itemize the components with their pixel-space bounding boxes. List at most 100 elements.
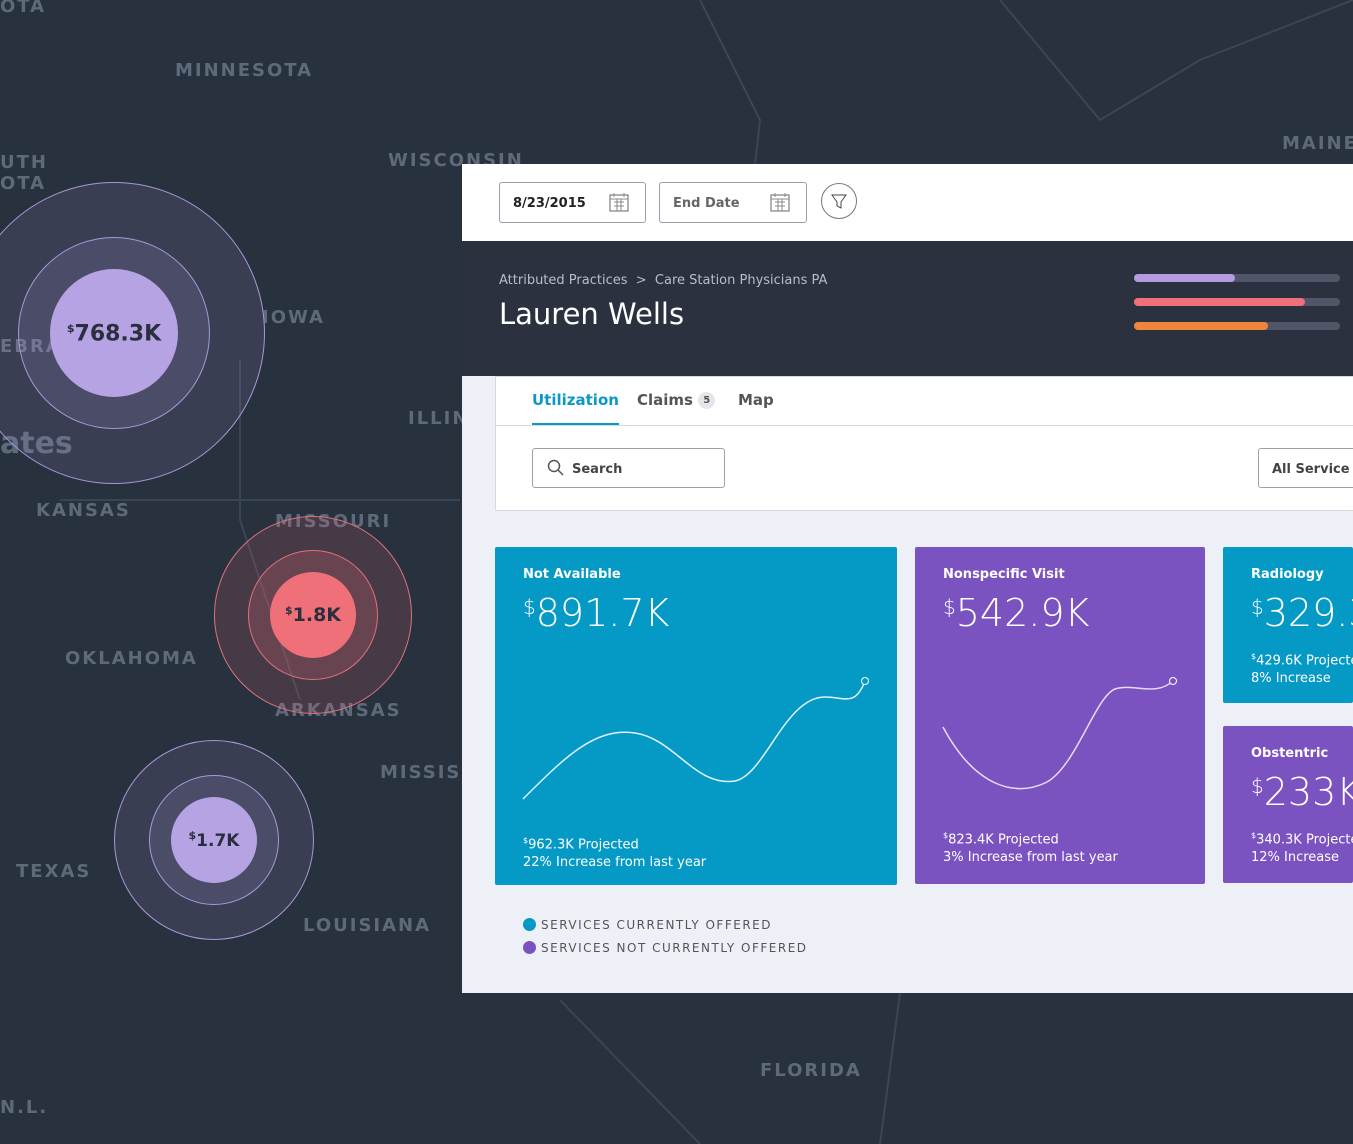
legend-item: SERVICES CURRENTLY OFFERED [523,914,808,937]
projected: 962.3K Projected [528,837,639,853]
map-label: TEXAS [16,861,92,882]
bubble[interactable] [50,269,178,397]
progress-fill [1134,298,1305,306]
change: 12% Increase [1251,850,1340,866]
tabs-card: Utilization Claims 5 Map Search All Serv… [495,376,1353,511]
progress-track [1134,298,1340,306]
card[interactable]: Obstentric $233K $340.3K Projecte 12% Inc… [1223,726,1353,883]
dropdown-text: All Service L [1272,462,1353,477]
currency: $ [1251,652,1257,661]
search-icon [547,459,564,476]
card-footer: $340.3K Projecte 12% Increase [1251,827,1353,867]
map-label: LOUISIANA [303,915,432,936]
bubble-label: $1.8K [285,604,341,626]
currency: $ [66,322,75,336]
projected: 823.4K Projected [948,832,1059,848]
progress-fill [1134,322,1268,330]
tab[interactable]: Claims 5 [637,391,716,409]
search-input[interactable]: Search [532,448,725,488]
toolbar: 8/23/2015 End Date [462,164,1353,241]
tab[interactable]: Utilization [532,391,619,425]
card-title: Obstentric [1251,746,1329,761]
card-amount: $542.9K [943,591,1089,635]
date-text: End Date [673,196,740,211]
amount: 329.3 [1263,591,1353,635]
currency: $ [943,595,956,619]
search-placeholder: Search [572,462,623,477]
header: Attributed Practices > Care Station Phys… [462,241,1353,376]
panel: 8/23/2015 End Date Attributed Practices … [462,164,1353,993]
card[interactable]: Not Available $891.7K $962.3K Projected 2… [495,547,897,885]
legend-text: SERVICES NOT CURRENTLY OFFERED [541,941,808,955]
currency: $ [943,831,949,840]
bubble-label: $1.7K [189,829,240,851]
bubble[interactable] [270,572,356,658]
legend: SERVICES CURRENTLY OFFERED SERVICES NOT … [523,914,808,960]
change: 3% Increase from last year [943,850,1118,866]
map-label: OKLAHOMA [65,648,198,669]
card-title: Not Available [523,567,621,582]
filter-button[interactable] [820,182,858,220]
map-label: MAINE [1282,133,1353,154]
currency: $ [523,595,536,619]
card-amount: $329.3 [1251,591,1353,635]
sparkline [942,677,1177,790]
currency: $ [1251,595,1264,619]
currency: $ [523,836,529,845]
card-footer: $962.3K Projected 22% Increase from last … [523,832,706,872]
currency: $ [1251,831,1257,840]
map-label: ILLIN [408,408,470,429]
progress-fill [1134,274,1235,282]
amount: 233K [1263,770,1353,814]
breadcrumb-link[interactable]: Care Station Physicians PA [654,273,828,288]
card-footer: $823.4K Projected 3% Increase from last y… [943,827,1118,867]
date-text: 8/23/2015 [513,196,586,211]
progress-track [1134,274,1340,282]
breadcrumb-link[interactable]: Attributed Practices [499,273,628,288]
currency: $ [188,829,197,843]
amount: 1.8K [292,604,342,627]
amount: 542.9K [955,591,1090,635]
amount: 768.3K [74,321,162,347]
map-label: KANSAS [36,500,131,521]
map-label: UTH [0,152,48,173]
card-title: Nonspecific Visit [943,567,1065,582]
sparkline [522,677,869,800]
map-label: OTA [0,173,47,194]
card-footer: $429.6K Projecte 8% Increase [1251,648,1353,688]
currency: $ [284,603,293,617]
calendar-icon [609,193,629,212]
card[interactable]: Nonspecific Visit $542.9K $823.4K Projec… [915,547,1205,884]
bubble[interactable] [171,797,257,883]
tab-badge: 5 [698,392,716,409]
header-title: Lauren Wells [499,297,685,331]
change: 8% Increase [1251,671,1331,687]
projected: 340.3K Projecte [1256,832,1353,848]
breadcrumb-sep: > [635,273,647,288]
map-label: FLORIDA [760,1060,862,1081]
map-label: IOWA [262,307,325,328]
amount: 1.7K [196,830,240,851]
start-date[interactable]: 8/23/2015 [499,182,646,223]
legend-text: SERVICES CURRENTLY OFFERED [541,918,772,932]
projected: 429.6K Projecte [1256,653,1353,669]
calendar-icon [770,193,790,212]
tab[interactable]: Map [738,391,774,409]
service-dropdown[interactable]: All Service L [1258,448,1353,488]
change: 22% Increase from last year [523,855,707,871]
amount: 891.7K [535,591,670,635]
bubble-label: $768.3K [67,322,161,347]
card-amount: $891.7K [523,591,669,635]
map-label: MISSIS [380,762,462,783]
card-title: Radiology [1251,567,1324,582]
card[interactable]: Radiology $329.3 $429.6K Projecte 8% Incr… [1223,547,1353,703]
currency: $ [1251,774,1264,798]
card-amount: $233K [1251,770,1353,814]
map-label: OTA [0,0,47,17]
progress-track [1134,322,1340,330]
map-label: MINNESOTA [175,60,314,81]
breadcrumb: Attributed Practices > Care Station Phys… [499,273,827,288]
legend-item: SERVICES NOT CURRENTLY OFFERED [523,937,808,960]
